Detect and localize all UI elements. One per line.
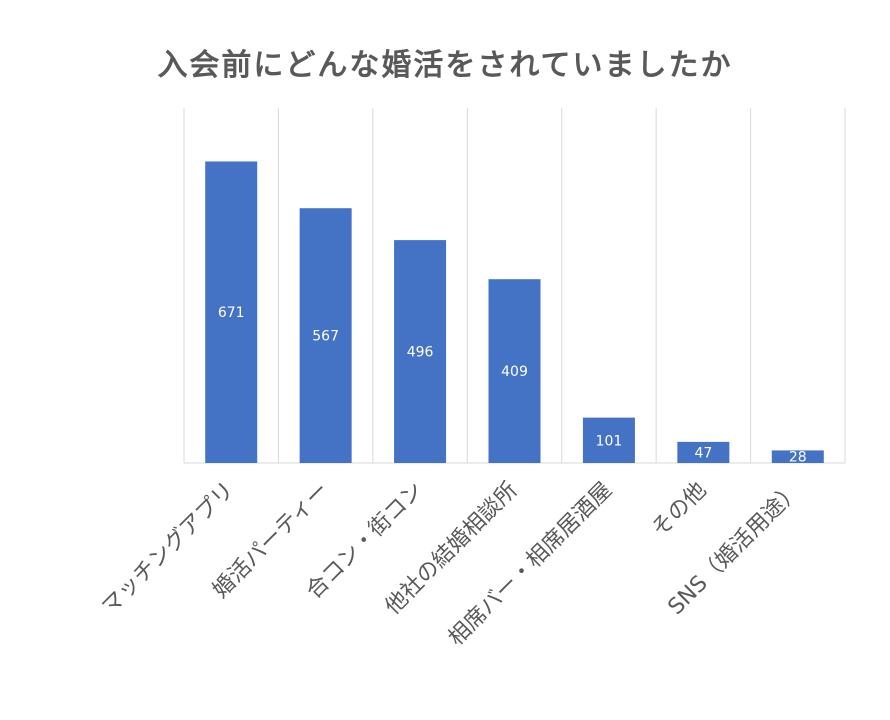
chart-title: 入会前にどんな婚活をされていましたか [157,48,733,83]
value-label-5: 47 [694,445,712,461]
category-label-4: 相席バー・相席居酒屋 [444,478,617,651]
category-labels-layer: マッチングアプリ婚活パーティー合コン・街コン他社の結婚相談所相席バー・相席居酒屋… [97,478,806,651]
category-label-0: マッチングアプリ [97,478,239,620]
bar-6 [771,450,824,463]
category-label-5: その他 [647,478,711,542]
grid-layer [183,108,846,464]
bars-layer [205,161,824,464]
value-label-0: 671 [218,305,245,321]
bar-0 [205,161,258,464]
value-label-2: 496 [407,345,434,361]
value-label-4: 101 [596,433,623,449]
bar-5 [677,441,730,463]
value-label-3: 409 [501,364,528,380]
value-label-1: 567 [312,329,339,345]
bar-2 [394,240,447,463]
bar-3 [488,279,541,463]
bar-1 [299,208,352,463]
value-label-6: 28 [789,450,807,466]
bar-4 [582,417,635,463]
value-labels-layer: 671 567 496 409 101 47 28 [218,305,807,465]
